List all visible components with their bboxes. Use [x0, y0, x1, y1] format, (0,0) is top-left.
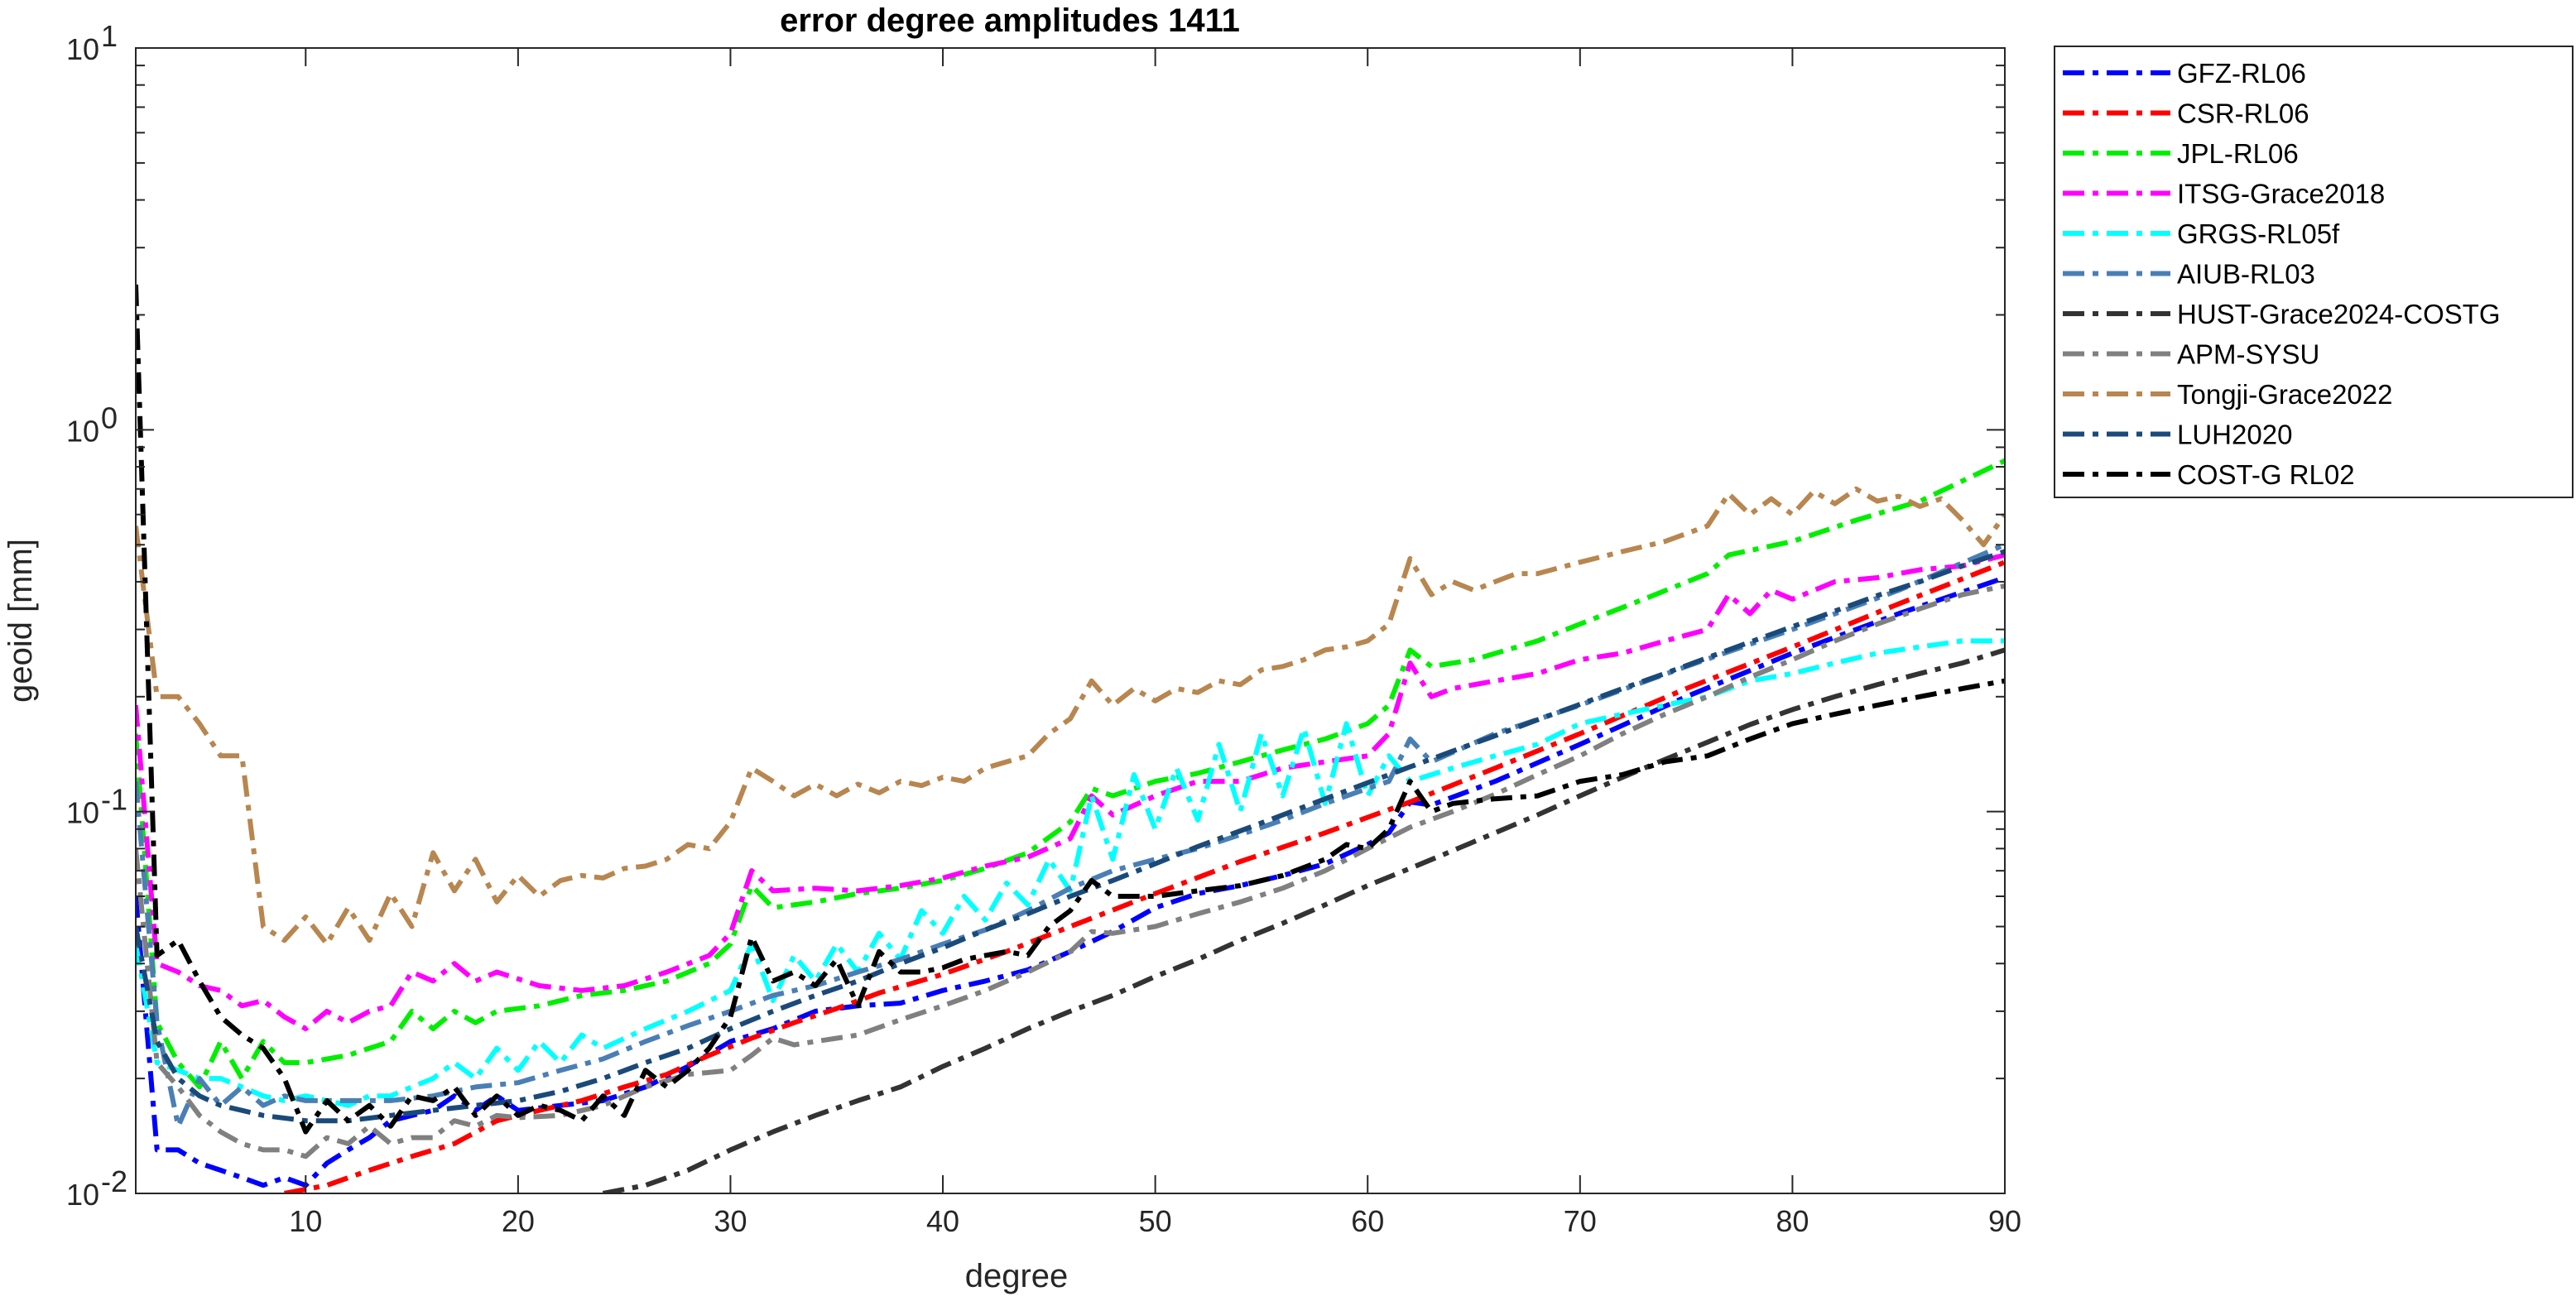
legend-label: COST-G RL02 — [2177, 459, 2355, 490]
plot-area — [136, 48, 2005, 1193]
legend-label: Tongji-Grace2022 — [2177, 379, 2393, 410]
x-tick-label: 70 — [1564, 1204, 1597, 1238]
series-line-1 — [284, 559, 2005, 1193]
x-axis-label: degree — [965, 1258, 1069, 1294]
series-layer — [136, 284, 2005, 1193]
x-tick-label: 30 — [714, 1204, 747, 1238]
chart-title: error degree amplitudes 1411 — [780, 2, 1240, 39]
series-line-7 — [136, 583, 2005, 1159]
series-line-8 — [136, 486, 2005, 947]
series-line-6 — [602, 647, 2005, 1193]
x-tick-label: 90 — [1988, 1204, 2021, 1238]
x-tick-label: 60 — [1351, 1204, 1384, 1238]
y-tick-exponent: -1 — [101, 783, 127, 817]
y-tick-label: 10 — [66, 414, 99, 448]
legend-label: JPL-RL06 — [2177, 138, 2299, 169]
y-axis-label: geoid [mm] — [2, 539, 39, 703]
series-line-10 — [136, 284, 2005, 1135]
y-tick-label: 10 — [66, 1178, 99, 1212]
series-line-5 — [136, 542, 2005, 1129]
x-tick-label: 40 — [926, 1204, 959, 1238]
legend-label: APM-SYSU — [2177, 339, 2319, 370]
y-tick-label: 10 — [66, 796, 99, 830]
series-line-3 — [136, 552, 2005, 1031]
x-tick-label: 10 — [289, 1204, 322, 1238]
legend-label: CSR-RL06 — [2177, 98, 2309, 129]
x-tick-label: 80 — [1776, 1204, 1809, 1238]
x-ticks: 10 20 30 40 50 60 70 80 90 — [289, 48, 2021, 1238]
series-line-0 — [136, 575, 2005, 1188]
legend-label: GFZ-RL06 — [2177, 58, 2306, 89]
axes-box — [135, 47, 2006, 1194]
y-tick-exponent: 0 — [101, 401, 118, 434]
y-tick-exponent: -2 — [101, 1164, 127, 1198]
x-tick-label: 50 — [1139, 1204, 1172, 1238]
y-tick-exponent: 1 — [101, 19, 118, 53]
legend: GFZ-RL06 CSR-RL06 JPL-RL06 ITSG-Grace2018 GR… — [2054, 46, 2574, 498]
series-line-2 — [136, 458, 2005, 1090]
legend-entries: GFZ-RL06 CSR-RL06 JPL-RL06 ITSG-Grace2018 GR… — [2063, 58, 2501, 490]
legend-label: AIUB-RL03 — [2177, 259, 2315, 290]
x-tick-label: 20 — [502, 1204, 535, 1238]
legend-label: LUH2020 — [2177, 420, 2292, 450]
legend-label: HUST-Grace2024-COSTG — [2177, 299, 2501, 329]
legend-label: ITSG-Grace2018 — [2177, 179, 2385, 209]
y-tick-label: 10 — [66, 32, 99, 66]
legend-label: GRGS-RL05f — [2177, 218, 2340, 249]
series-line-9 — [136, 549, 2005, 1124]
series-line-4 — [136, 638, 2005, 1108]
